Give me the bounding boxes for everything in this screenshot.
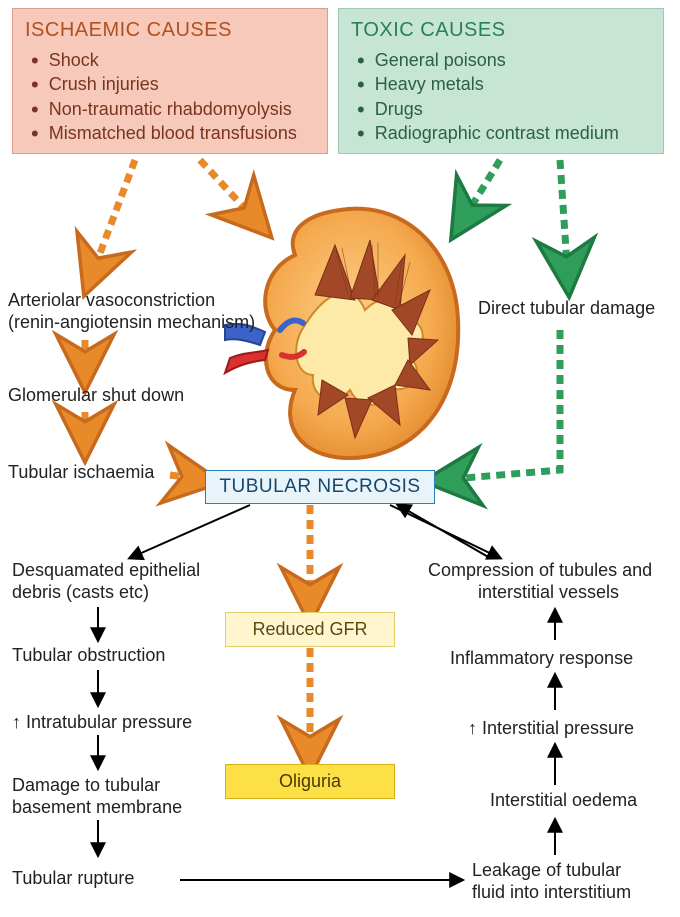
tubular-necrosis-box: TUBULAR NECROSIS — [205, 470, 435, 504]
reduced-gfr-box: Reduced GFR — [225, 612, 395, 647]
label-damage-bm-1: Damage to tubular — [12, 775, 160, 797]
label-desq-2: debris (casts etc) — [12, 582, 149, 604]
label-tubular-rupture: Tubular rupture — [12, 868, 134, 890]
label-compression-2: interstitial vessels — [478, 582, 619, 604]
kidney-icon — [225, 209, 458, 458]
label-glomerular: Glomerular shut down — [8, 385, 184, 407]
label-direct-damage: Direct tubular damage — [478, 298, 655, 320]
label-intratubular-pressure: ↑ Intratubular pressure — [12, 712, 192, 734]
label-tubular-obstruction: Tubular obstruction — [12, 645, 165, 667]
label-compression-1: Compression of tubules and — [428, 560, 652, 582]
label-arteriolar-2: (renin-angiotensin mechanism) — [8, 312, 255, 334]
label-arteriolar-1: Arteriolar vasoconstriction — [8, 290, 215, 312]
label-inflammatory: Inflammatory response — [450, 648, 633, 670]
label-tubular-ischaemia: Tubular ischaemia — [8, 462, 154, 484]
label-leakage-2: fluid into interstitium — [472, 882, 631, 904]
label-damage-bm-2: basement membrane — [12, 797, 182, 819]
label-interstitial-oedema: Interstitial oedema — [490, 790, 637, 812]
label-interstitial-pressure: ↑ Interstitial pressure — [468, 718, 634, 740]
label-desq-1: Desquamated epithelial — [12, 560, 200, 582]
label-leakage-1: Leakage of tubular — [472, 860, 621, 882]
oliguria-box: Oliguria — [225, 764, 395, 799]
